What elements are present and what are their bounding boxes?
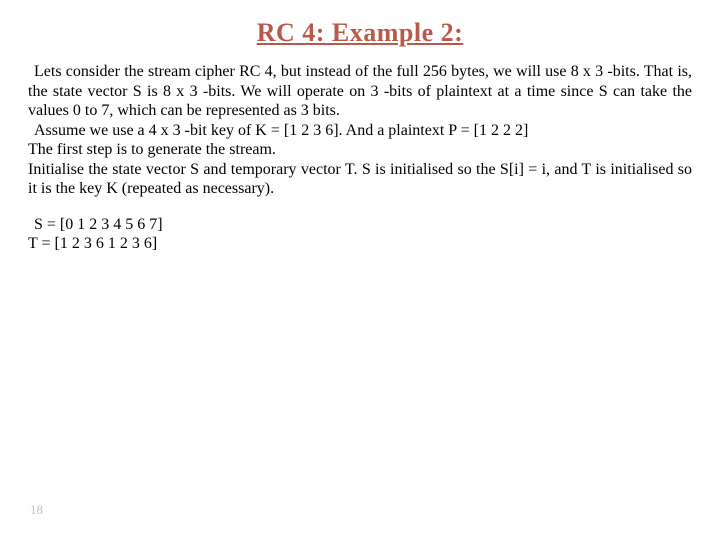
paragraph-2: Assume we use a 4 x 3 -bit key of K = [1… xyxy=(28,121,692,141)
body-text-block: Lets consider the stream cipher RC 4, bu… xyxy=(28,62,692,199)
slide-title: RC 4: Example 2: xyxy=(28,18,692,48)
slide-container: RC 4: Example 2: Lets consider the strea… xyxy=(0,0,720,540)
array-s: S = [0 1 2 3 4 5 6 7] xyxy=(28,215,692,235)
array-t: T = [1 2 3 6 1 2 3 6] xyxy=(28,234,692,254)
paragraph-1: Lets consider the stream cipher RC 4, bu… xyxy=(28,62,692,121)
array-block: S = [0 1 2 3 4 5 6 7] T = [1 2 3 6 1 2 3… xyxy=(28,215,692,254)
page-number: 18 xyxy=(30,502,43,518)
paragraph-4: Initialise the state vector S and tempor… xyxy=(28,160,692,199)
paragraph-3: The first step is to generate the stream… xyxy=(28,140,692,160)
